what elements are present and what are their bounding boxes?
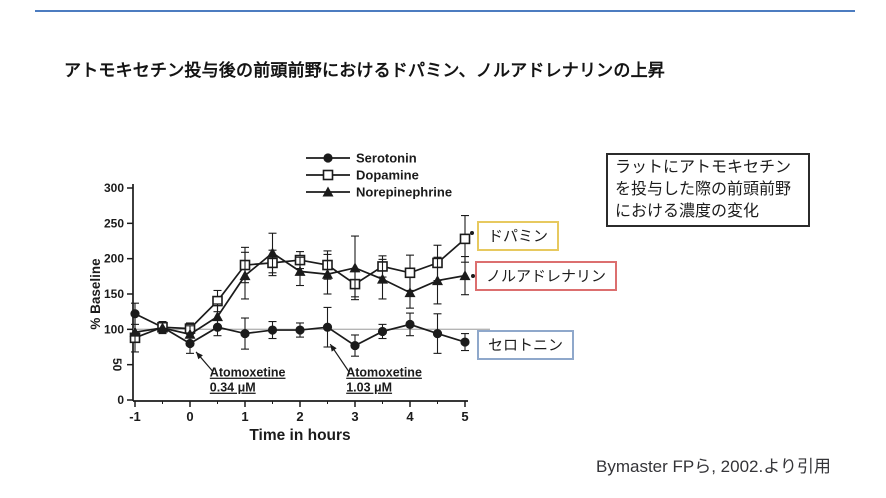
svg-text:1.03 μM: 1.03 μM	[346, 381, 392, 395]
svg-text:1: 1	[241, 409, 248, 424]
label-dopamine: ドパミン	[477, 221, 560, 251]
svg-text:0.34 μM: 0.34 μM	[210, 381, 256, 395]
svg-text:0: 0	[186, 409, 193, 424]
series-dopamine	[129, 215, 471, 344]
label-serotonin: セロトニン	[477, 330, 575, 360]
svg-text:Serotonin: Serotonin	[356, 151, 417, 166]
chart-axes: 0 50 100 150 200 250 300 -1 0 1 2 3 4 5 % Baseline Time…	[88, 181, 469, 444]
page-title: アトモキセチン投与後の前頭前野におけるドパミン、ノルアドレナリンの上昇	[64, 61, 665, 80]
svg-text:150: 150	[104, 287, 124, 301]
svg-text:Time in hours: Time in hours	[249, 427, 350, 444]
svg-text:-1: -1	[129, 409, 141, 424]
info-box: ラットにアトモキセチン を投与した際の前頭前野 における濃度の変化	[606, 153, 810, 227]
svg-text:Atomoxetine: Atomoxetine	[346, 366, 422, 380]
svg-text:50: 50	[110, 358, 124, 372]
info-box-line: ラットにアトモキセチン	[615, 159, 792, 176]
svg-text:100: 100	[104, 322, 124, 336]
info-box-line: における濃度の変化	[615, 203, 760, 220]
svg-text:2: 2	[296, 409, 303, 424]
svg-text:Norepinephrine: Norepinephrine	[356, 185, 452, 200]
citation: Bymaster FPら, 2002.より引用	[596, 457, 831, 476]
info-box-line: を投与した際の前頭前野	[615, 181, 792, 198]
svg-text:Atomoxetine: Atomoxetine	[210, 366, 286, 380]
callout-connector-dot	[470, 231, 474, 235]
svg-text:5: 5	[461, 409, 468, 424]
label-noradrenaline: ノルアドレナリン	[475, 261, 618, 291]
svg-text:250: 250	[104, 216, 124, 230]
series-norepinephrine	[129, 232, 471, 353]
slide-accent-line	[35, 10, 855, 12]
svg-text:200: 200	[104, 252, 124, 266]
svg-text:% Baseline: % Baseline	[88, 258, 103, 330]
chart-legend: Serotonin Dopamine Norepinephrine	[306, 151, 452, 200]
svg-text:Dopamine: Dopamine	[356, 168, 419, 183]
svg-text:0: 0	[117, 393, 124, 407]
svg-text:3: 3	[351, 409, 358, 424]
callout-connector-dot	[471, 274, 475, 278]
svg-text:4: 4	[406, 409, 414, 424]
svg-text:300: 300	[104, 181, 124, 195]
series-serotonin	[130, 302, 470, 357]
